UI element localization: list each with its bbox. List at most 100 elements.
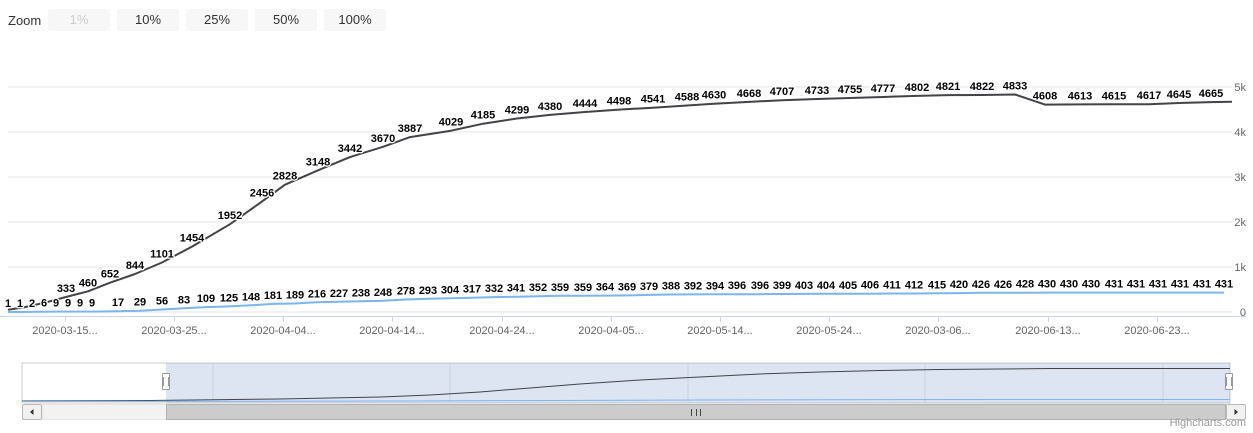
series1-data-label: 4029 bbox=[439, 117, 463, 129]
series1-data-label: 4615 bbox=[1102, 90, 1126, 102]
series2-data-label: 379 bbox=[640, 281, 658, 293]
series1-data-label: 844 bbox=[126, 260, 145, 272]
series2-data-label: 431 bbox=[1171, 279, 1189, 291]
x-axis-label: 2020-06-23... bbox=[1124, 325, 1189, 337]
series2-data-label: 430 bbox=[1038, 279, 1056, 291]
series2-data-label: 304 bbox=[441, 284, 460, 296]
series2-data-label: 56 bbox=[156, 296, 168, 308]
series2-data-label: 399 bbox=[773, 280, 791, 292]
series2-data-label: 9 bbox=[77, 298, 83, 310]
series2-data-label: 396 bbox=[751, 280, 769, 292]
series1-data-label: 4645 bbox=[1167, 89, 1191, 101]
x-axis-label: 2020-04-05... bbox=[578, 325, 643, 337]
series1-data-label: 3887 bbox=[398, 123, 422, 135]
y-axis-label: 0 bbox=[1240, 307, 1246, 319]
series1-data-label: 1454 bbox=[180, 233, 205, 245]
series2-data-label: 189 bbox=[286, 290, 304, 302]
series2-data-label: 227 bbox=[330, 288, 348, 300]
series2-data-label: 431 bbox=[1215, 279, 1233, 291]
zoom-button-50%[interactable]: 50% bbox=[255, 9, 317, 31]
scrollbar-thumb[interactable] bbox=[166, 404, 1226, 420]
series1-data-label: 4777 bbox=[871, 83, 895, 95]
series1-data-label: 652 bbox=[101, 269, 119, 281]
series2-data-label: 2 bbox=[29, 298, 35, 310]
left-arrow-icon bbox=[30, 409, 34, 415]
series1-data-label: 3670 bbox=[371, 133, 395, 145]
series2-data-label: 411 bbox=[883, 280, 901, 292]
series1-data-label: 2828 bbox=[273, 171, 297, 183]
series2-data-label: 317 bbox=[463, 284, 481, 296]
x-axis-label: 2020-04-04... bbox=[250, 325, 315, 337]
zoom-button-25%[interactable]: 25% bbox=[186, 9, 248, 31]
series1-data-label: 4707 bbox=[770, 86, 794, 98]
x-axis-label: 2020-03-25... bbox=[141, 325, 206, 337]
series2-data-label: 406 bbox=[861, 280, 879, 292]
series1-data-label: 4665 bbox=[1199, 88, 1223, 100]
series2-data-label: 181 bbox=[264, 290, 282, 302]
highcharts-credits[interactable]: Highcharts.com bbox=[1169, 417, 1246, 429]
series2-data-label: 9 bbox=[53, 298, 59, 310]
navigator-series2-line bbox=[21, 399, 1230, 402]
series2-data-label: 352 bbox=[529, 282, 547, 294]
x-axis-label: 2020-04-14... bbox=[359, 325, 424, 337]
series2-data-label: 364 bbox=[596, 282, 615, 294]
series2-data-label: 412 bbox=[905, 280, 923, 292]
handle-grip-icon bbox=[163, 377, 169, 386]
series2-data-label: 403 bbox=[795, 280, 813, 292]
series1-data-label: 4802 bbox=[905, 82, 929, 94]
series2-data-label: 431 bbox=[1193, 279, 1211, 291]
y-axis-label: 1k bbox=[1234, 262, 1246, 274]
scrollbar-left-button[interactable] bbox=[22, 404, 42, 420]
series1-data-label: 4380 bbox=[538, 101, 562, 113]
series2-data-label: 17 bbox=[112, 297, 124, 309]
series1-data-label: 4299 bbox=[505, 105, 529, 117]
series1-data-label: 3442 bbox=[338, 143, 362, 155]
zoom-button-100%[interactable]: 100% bbox=[324, 9, 386, 31]
series1-data-label: 4833 bbox=[1003, 81, 1027, 93]
series2-data-label: 9 bbox=[65, 298, 71, 310]
series1-data-label: 4733 bbox=[805, 85, 829, 97]
series2-data-label: 109 bbox=[197, 293, 215, 305]
series1-data-label: 4821 bbox=[936, 81, 960, 93]
scrollbar-grip-icon bbox=[691, 408, 701, 416]
series2-data-label: 9 bbox=[89, 298, 95, 310]
y-axis-label: 3k bbox=[1234, 172, 1246, 184]
series2-data-label: 426 bbox=[994, 279, 1012, 291]
series2-data-label: 388 bbox=[662, 281, 680, 293]
series2-data-label: 148 bbox=[242, 291, 260, 303]
x-axis-label: 2020-03-06... bbox=[905, 325, 970, 337]
series2-data-label: 431 bbox=[1149, 279, 1167, 291]
x-axis-label: 2020-03-15... bbox=[32, 325, 97, 337]
series2-data-label: 369 bbox=[618, 281, 636, 293]
navigator-right-handle[interactable] bbox=[1225, 373, 1233, 390]
series1-data-label: 4755 bbox=[838, 84, 862, 96]
series2-line bbox=[8, 291, 1224, 313]
series2-data-label: 341 bbox=[507, 283, 525, 295]
zoom-button-10%[interactable]: 10% bbox=[117, 9, 179, 31]
series2-data-label: 430 bbox=[1060, 279, 1078, 291]
series1-data-label: 2456 bbox=[250, 188, 274, 200]
series2-data-label: 420 bbox=[950, 279, 968, 291]
series1-data-label: 4630 bbox=[702, 90, 726, 102]
series2-data-label: 293 bbox=[419, 285, 437, 297]
series1-data-label: 333 bbox=[57, 283, 75, 295]
series2-data-label: 248 bbox=[374, 287, 392, 299]
series2-data-label: 238 bbox=[352, 287, 370, 299]
series2-data-label: 394 bbox=[706, 280, 725, 292]
series1-data-label: 3148 bbox=[306, 156, 330, 168]
series1-line bbox=[7, 93, 1233, 311]
x-axis-label: 2020-05-14... bbox=[687, 325, 752, 337]
series1-data-label: 4185 bbox=[471, 110, 495, 122]
series1-data-label: 4541 bbox=[641, 94, 665, 106]
scrollbar-right-button[interactable] bbox=[1226, 404, 1246, 420]
x-axis-label: 2020-06-13... bbox=[1015, 325, 1080, 337]
navigator-mask[interactable] bbox=[166, 363, 1230, 403]
series1-data-label: 4498 bbox=[607, 96, 631, 108]
navigator-left-handle[interactable] bbox=[162, 373, 170, 390]
series2-data-label: 1 bbox=[17, 298, 23, 310]
right-arrow-icon bbox=[1234, 409, 1238, 415]
series1-data-label: 1101 bbox=[150, 249, 174, 261]
y-axis-label: 2k bbox=[1234, 217, 1246, 229]
series2-data-label: 216 bbox=[308, 288, 326, 300]
